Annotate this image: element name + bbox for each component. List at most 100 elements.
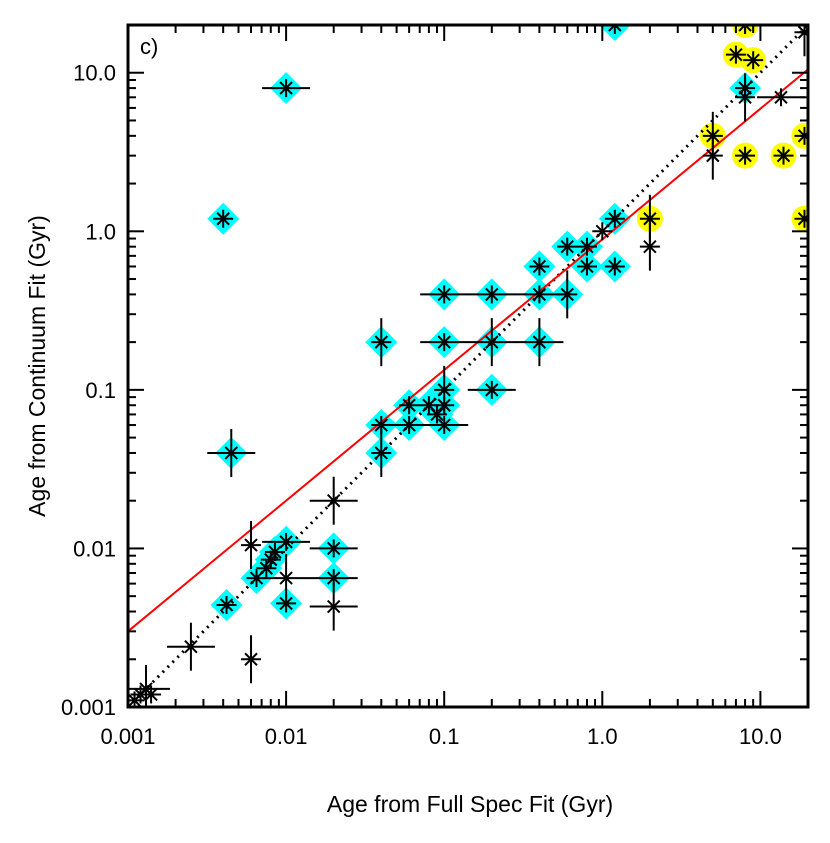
asterisk-stroke — [746, 53, 760, 67]
asterisk-stroke — [613, 25, 622, 32]
data-point — [735, 73, 756, 122]
x-axis-title: Age from Full Spec Fit (Gyr) — [327, 791, 613, 817]
asterisk-stroke — [374, 335, 388, 349]
data-point — [434, 396, 455, 415]
asterisk-stroke — [437, 335, 451, 349]
data-point — [794, 25, 808, 57]
asterisk-stroke — [580, 239, 594, 254]
data-point — [773, 146, 794, 165]
data-point — [262, 554, 311, 603]
asterisk-stroke — [608, 212, 622, 226]
x-tick-label: 0.1 — [429, 724, 460, 749]
data-point — [262, 532, 311, 551]
data-point — [576, 237, 597, 256]
asterisk-stroke — [216, 212, 230, 226]
asterisk-stroke — [706, 148, 720, 163]
asterisk-stroke — [402, 418, 416, 432]
asterisk-stroke — [422, 398, 436, 412]
data-point — [420, 285, 469, 304]
x-tick-label: 10.0 — [739, 724, 782, 749]
y-axis-title: Age from Continuum Fit (Gyr) — [24, 215, 50, 517]
asterisk-stroke — [437, 398, 451, 412]
asterisk-stroke — [580, 259, 594, 274]
data-point — [467, 318, 516, 367]
asterisk-stroke — [608, 25, 617, 32]
asterisk-stroke — [279, 81, 293, 95]
data-point — [262, 79, 311, 98]
data-point — [420, 333, 469, 352]
data-point — [166, 622, 215, 671]
data-point — [264, 542, 285, 561]
asterisk-stroke — [797, 27, 808, 39]
asterisk-stroke — [729, 47, 743, 62]
x-tick-label: 0.001 — [100, 724, 155, 749]
data-point — [604, 209, 625, 228]
asterisk-stroke — [608, 259, 622, 274]
data-point — [399, 396, 420, 415]
best-fit-line — [128, 68, 808, 633]
asterisk-stroke — [268, 545, 282, 559]
y-tick-label: 1.0 — [85, 219, 116, 244]
asterisk-stroke — [643, 239, 657, 254]
data-point — [702, 131, 723, 180]
data-point — [757, 88, 806, 107]
data-point — [309, 539, 358, 558]
data-point — [515, 318, 564, 367]
asterisk-stroke — [184, 640, 198, 654]
x-tick-label: 1.0 — [587, 724, 618, 749]
data-point — [371, 318, 392, 367]
x-tick-label: 0.01 — [265, 724, 308, 749]
asterisk-stroke — [797, 213, 808, 226]
asterisk-stroke — [738, 25, 747, 32]
data-point — [241, 521, 262, 570]
asterisk-stroke — [279, 535, 293, 549]
asterisk-stroke — [374, 418, 388, 432]
asterisk-stroke — [532, 287, 547, 302]
data-point — [557, 237, 578, 256]
data-point — [604, 25, 625, 34]
asterisk-stroke — [326, 493, 341, 508]
data-point — [725, 45, 746, 64]
data-point — [467, 380, 516, 399]
data-point — [420, 416, 469, 435]
data-point — [467, 285, 516, 304]
asterisk-stroke — [279, 596, 293, 611]
asterisk-stroke — [144, 687, 158, 702]
asterisk-stroke — [437, 383, 451, 397]
data-point — [529, 257, 550, 276]
asterisk-stroke — [279, 571, 293, 585]
asterisk-stroke — [485, 383, 499, 397]
asterisk-stroke — [643, 212, 657, 226]
asterisk-stroke — [532, 335, 547, 349]
y-tick-label: 10.0 — [73, 61, 116, 86]
data-point — [604, 257, 625, 276]
data-point — [735, 146, 756, 165]
y-tick-label: 0.1 — [85, 378, 116, 403]
asterisk-stroke — [560, 287, 574, 302]
data-point — [743, 51, 764, 70]
asterisk-stroke — [437, 418, 451, 432]
asterisk-stroke — [532, 259, 547, 274]
data-point — [141, 685, 162, 704]
asterisk-stroke — [595, 224, 610, 239]
asterisk-stroke — [402, 398, 416, 412]
asterisk-stroke — [224, 446, 238, 460]
y-tick-label: 0.001 — [61, 695, 116, 720]
asterisk-stroke — [776, 148, 791, 163]
data-point — [557, 270, 578, 319]
asterisk-stroke — [485, 335, 499, 349]
data-point — [515, 285, 564, 304]
data-point — [213, 209, 234, 228]
asterisk-stroke — [244, 538, 258, 552]
asterisk-stroke — [560, 239, 574, 254]
y-tick-label: 0.01 — [73, 536, 116, 561]
data-point — [592, 222, 613, 241]
asterisk-stroke — [743, 25, 752, 32]
asterisk-stroke — [326, 571, 341, 585]
data-point — [216, 595, 237, 614]
data-point — [241, 635, 262, 684]
asterisk-stroke — [437, 287, 451, 302]
asterisk-stroke — [738, 90, 752, 105]
data-point — [794, 209, 808, 228]
